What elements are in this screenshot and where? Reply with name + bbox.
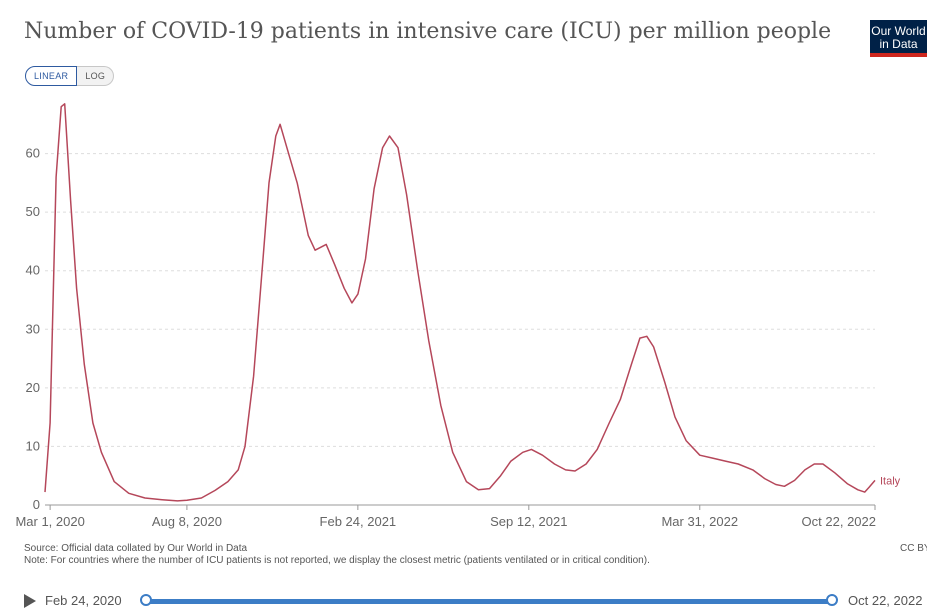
line-chart: 0 10 20 30 40 50 60 Mar 1, 2020 Aug 8, 2020 Feb 2… (15, 103, 901, 529)
license-label[interactable]: CC BY (900, 543, 927, 554)
logo-line-2: in Data (879, 37, 918, 51)
series-line-italy (44, 103, 876, 502)
linear-scale-button[interactable]: LINEAR (25, 66, 78, 86)
y-tick-label: 50 (26, 204, 40, 219)
timeline-track[interactable] (146, 599, 832, 604)
y-tick-label: 20 (26, 380, 40, 395)
x-tick-label: Sep 12, 2021 (490, 514, 567, 529)
series-label: Italy (880, 475, 901, 487)
logo-line-1: Our World (871, 24, 926, 38)
timeline-end-label: Oct 22, 2022 (848, 593, 923, 608)
timeline-start-label: Feb 24, 2020 (45, 593, 122, 608)
x-tick-label: Mar 1, 2020 (15, 514, 84, 529)
timeline-end-handle[interactable] (826, 594, 838, 606)
y-tick-label: 60 (26, 146, 40, 161)
play-icon[interactable] (24, 594, 36, 608)
x-tick-label: Aug 8, 2020 (152, 514, 222, 529)
source-note: Source: Official data collated by Our Wo… (24, 543, 248, 554)
y-tick-label: 40 (26, 263, 40, 278)
y-tick-label: 10 (26, 438, 40, 453)
x-tick-label: Mar 31, 2022 (661, 514, 738, 529)
timeline-start-handle[interactable] (140, 594, 152, 606)
x-tick-label: Oct 22, 2022 (802, 514, 876, 529)
methodology-note: Note: For countries where the number of … (24, 555, 650, 566)
x-tick-label: Feb 24, 2021 (320, 514, 397, 529)
y-tick-label: 30 (26, 321, 40, 336)
chart-title: Number of COVID-19 patients in intensive… (24, 19, 832, 44)
scale-toggle: LINEAR LOG (25, 66, 115, 86)
owid-logo[interactable]: Our World in Data (870, 20, 927, 57)
timeline: Feb 24, 2020 Oct 22, 2022 (0, 588, 927, 608)
log-scale-button[interactable]: LOG (77, 66, 115, 86)
y-tick-label: 0 (33, 497, 40, 512)
